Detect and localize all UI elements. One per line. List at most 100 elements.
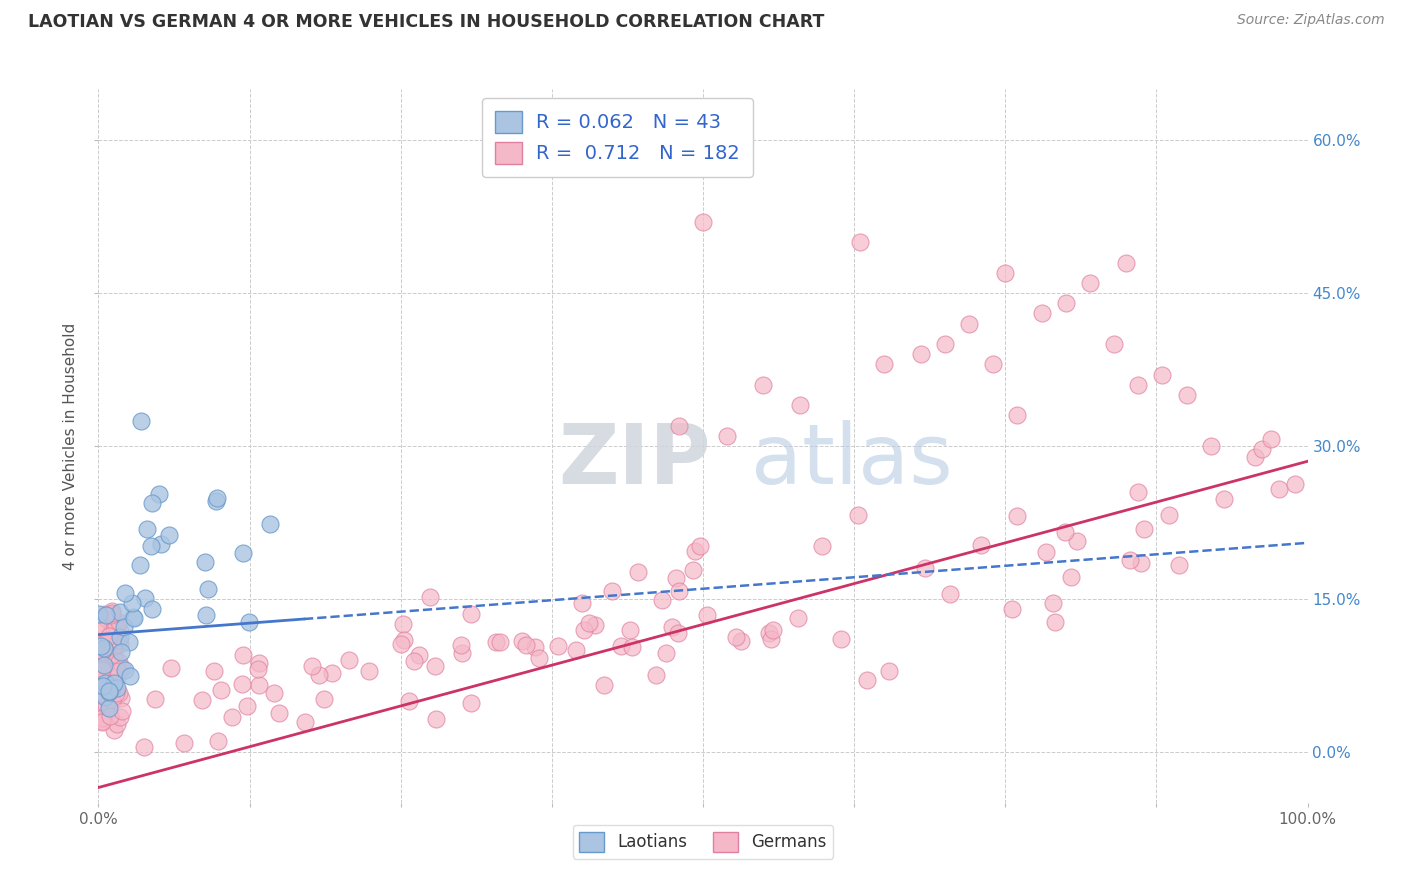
Point [849, 235, 872, 249]
Point [107, 664, 129, 678]
Point [104, 654, 127, 668]
Point [94, 676, 117, 690]
Point [117, 635, 139, 649]
Point [149, 537, 172, 551]
Point [1157, 508, 1180, 523]
Point [1007, 409, 1029, 423]
Point [644, 668, 666, 682]
Point [402, 654, 425, 668]
Point [810, 539, 832, 553]
Point [91, 696, 114, 710]
Point [97, 680, 120, 694]
Point [160, 661, 183, 675]
Point [91, 687, 114, 701]
Point [107, 615, 129, 629]
Point [1054, 296, 1077, 310]
Point [89, 607, 111, 621]
Point [232, 546, 254, 560]
Point [666, 626, 689, 640]
Point [103, 641, 125, 656]
Point [321, 666, 343, 681]
Point [716, 429, 738, 443]
Point [583, 617, 606, 632]
Point [957, 317, 980, 331]
Point [91, 643, 114, 657]
Point [269, 706, 291, 720]
Point [103, 723, 125, 737]
Point [1175, 388, 1198, 402]
Point [661, 620, 683, 634]
Point [111, 661, 134, 675]
Point [359, 664, 381, 678]
Point [94, 607, 117, 621]
Point [572, 623, 595, 637]
Point [668, 418, 690, 433]
Point [100, 608, 122, 623]
Point [93, 679, 115, 693]
Point [141, 539, 163, 553]
Point [112, 620, 135, 634]
Point [1168, 558, 1191, 573]
Point [547, 639, 569, 653]
Point [98, 708, 121, 723]
Point [194, 608, 217, 623]
Point [134, 591, 156, 605]
Point [91, 714, 114, 729]
Point [1042, 596, 1064, 610]
Point [107, 633, 129, 648]
Point [103, 676, 125, 690]
Point [301, 659, 323, 673]
Point [1035, 545, 1057, 559]
Point [981, 358, 1004, 372]
Point [100, 607, 122, 622]
Legend: Laotians, Germans: Laotians, Germans [572, 825, 834, 859]
Point [129, 413, 152, 427]
Point [136, 522, 159, 536]
Text: LAOTIAN VS GERMAN 4 OR MORE VEHICLES IN HOUSEHOLD CORRELATION CHART: LAOTIAN VS GERMAN 4 OR MORE VEHICLES IN … [28, 13, 824, 31]
Point [665, 571, 688, 585]
Point [191, 692, 214, 706]
Point [571, 596, 593, 610]
Point [104, 618, 127, 632]
Point [91, 663, 114, 677]
Point [209, 682, 232, 697]
Point [114, 663, 136, 677]
Point [294, 714, 316, 729]
Point [104, 619, 127, 633]
Point [1129, 556, 1152, 570]
Point [450, 638, 472, 652]
Point [91, 661, 114, 675]
Point [111, 705, 134, 719]
Point [627, 565, 650, 579]
Point [1260, 433, 1282, 447]
Point [724, 630, 747, 644]
Point [1268, 482, 1291, 496]
Point [877, 664, 900, 678]
Point [914, 561, 936, 575]
Point [873, 358, 896, 372]
Point [232, 648, 254, 662]
Point [1199, 439, 1222, 453]
Point [1115, 255, 1137, 269]
Point [197, 582, 219, 596]
Point [107, 716, 129, 731]
Point [510, 634, 533, 648]
Point [110, 605, 132, 619]
Point [830, 632, 852, 646]
Point [108, 710, 131, 724]
Point [786, 611, 808, 625]
Point [231, 677, 253, 691]
Point [1126, 485, 1149, 500]
Point [1060, 569, 1083, 583]
Point [94, 608, 117, 623]
Point [91, 665, 114, 679]
Point [122, 610, 145, 624]
Point [236, 699, 259, 714]
Point [205, 491, 228, 505]
Point [118, 668, 141, 682]
Point [651, 593, 673, 607]
Point [101, 640, 124, 654]
Point [308, 668, 330, 682]
Point [263, 686, 285, 700]
Text: ZIP: ZIP [558, 420, 710, 500]
